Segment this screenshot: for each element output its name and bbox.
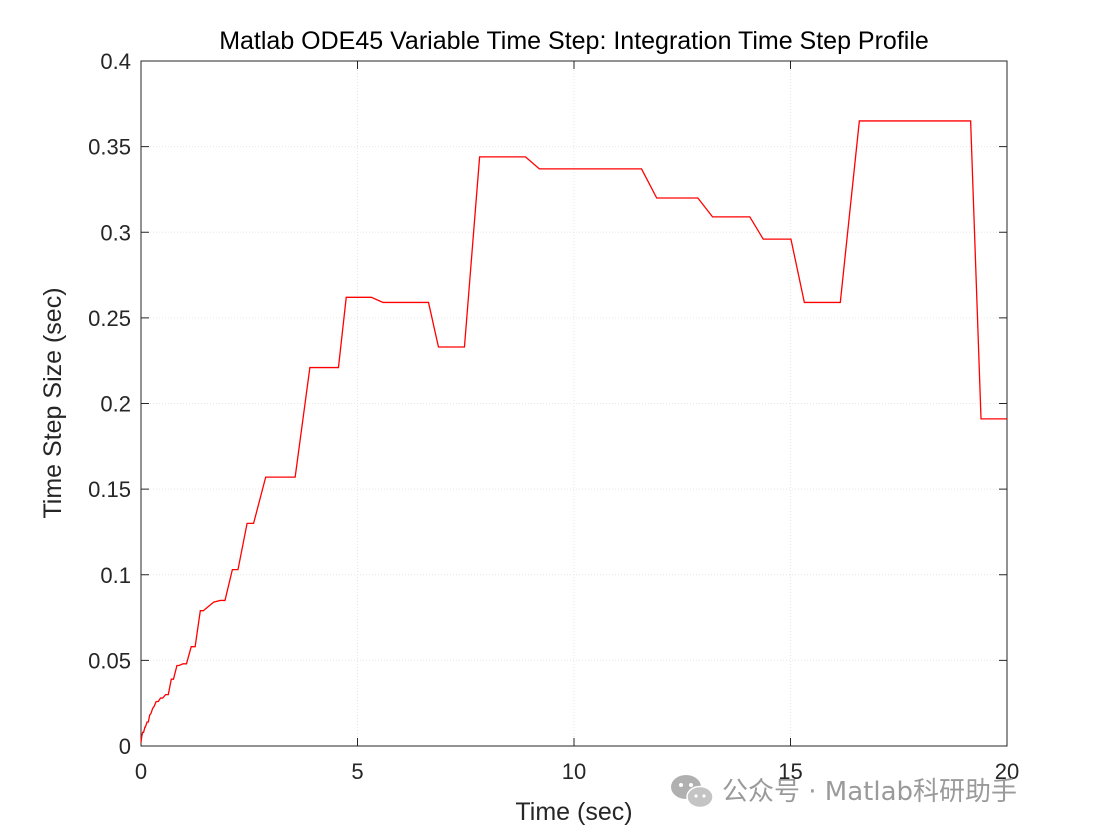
grid-lines (141, 61, 1007, 746)
y-tick-label: 0.4 (100, 49, 131, 74)
y-tick-label: 0.15 (88, 477, 131, 502)
x-tick-label: 15 (778, 759, 802, 784)
x-tick-labels: 0 5 10 15 20 (135, 759, 1019, 784)
y-tick-labels: 0 0.05 0.1 0.15 0.2 0.25 0.3 0.35 0.4 (88, 49, 131, 759)
y-tick-label: 0.25 (88, 306, 131, 331)
x-tick-label: 0 (135, 759, 147, 784)
y-tick-label: 0.35 (88, 135, 131, 160)
x-tick-label: 5 (351, 759, 363, 784)
y-tick-label: 0.2 (100, 392, 131, 417)
y-tick-label: 0 (119, 734, 131, 759)
y-tick-label: 0.1 (100, 563, 131, 588)
y-axis-label: Time Step Size (sec) (39, 287, 67, 518)
series-line (140, 120, 1007, 743)
axis-ticks (140, 60, 1008, 747)
wechat-icon (671, 775, 714, 809)
watermark-text: 公众号 · Matlab科研助手 (722, 777, 1017, 807)
chart-title: Matlab ODE45 Variable Time Step: Integra… (219, 27, 929, 55)
watermark: 公众号 · Matlab科研助手 (671, 775, 1017, 809)
y-tick-label: 0.05 (88, 648, 131, 673)
x-tick-label: 20 (995, 759, 1019, 784)
y-tick-label: 0.3 (100, 220, 131, 245)
x-axis-label: Time (sec) (515, 798, 632, 826)
x-tick-label: 10 (562, 759, 586, 784)
